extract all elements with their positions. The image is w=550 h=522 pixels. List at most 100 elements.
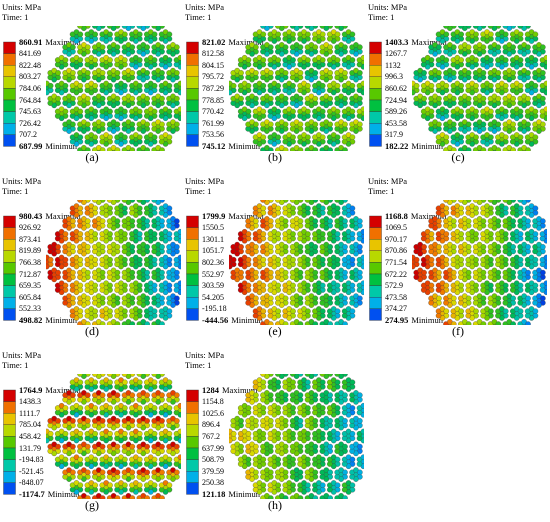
wire	[114, 269, 121, 276]
legend-tick-label: -848.07	[19, 478, 44, 488]
wire	[312, 321, 319, 325]
wire	[260, 134, 267, 140]
wire	[282, 44, 289, 50]
strand	[502, 216, 516, 231]
wire	[260, 231, 267, 237]
wire	[428, 57, 435, 63]
strand	[443, 241, 457, 257]
legend-band	[3, 273, 16, 286]
strand	[341, 106, 356, 121]
wire	[85, 269, 91, 276]
legend-band	[186, 250, 199, 263]
strand	[450, 229, 464, 244]
wire	[465, 95, 472, 102]
wire	[436, 70, 442, 76]
wire	[275, 108, 281, 115]
strand	[144, 306, 158, 321]
wire	[413, 256, 420, 263]
wire	[540, 295, 546, 302]
strand	[158, 254, 173, 270]
strand	[327, 306, 341, 321]
wire	[238, 269, 244, 276]
wire	[305, 231, 311, 237]
strand	[77, 241, 91, 257]
strand	[54, 229, 69, 244]
stress-contour-plot	[412, 26, 547, 151]
strand	[289, 93, 304, 109]
strand	[245, 293, 259, 308]
strand	[136, 67, 150, 83]
strand	[341, 55, 356, 70]
wire	[488, 308, 494, 314]
strand	[487, 67, 502, 83]
wire	[260, 308, 267, 314]
legend-minimum-word: Minimun	[45, 314, 78, 325]
strand	[77, 493, 91, 499]
strand	[495, 254, 509, 270]
strand	[114, 132, 128, 147]
wire	[129, 443, 136, 450]
wire	[502, 134, 509, 140]
wire	[319, 308, 326, 314]
strand	[472, 93, 487, 109]
strand	[304, 93, 319, 109]
wire	[151, 82, 158, 89]
strand	[495, 106, 509, 121]
wire	[144, 469, 150, 476]
legend-tick-label: -194.83	[19, 455, 44, 465]
wire	[525, 121, 531, 128]
wire	[144, 70, 150, 76]
strand	[106, 441, 121, 457]
units-label: Units: MPa	[185, 2, 224, 12]
legend-band	[369, 250, 382, 263]
wire	[451, 44, 457, 50]
strand	[517, 293, 531, 308]
strand	[297, 55, 311, 70]
wire	[312, 147, 319, 151]
strand	[327, 29, 341, 44]
wire	[106, 26, 113, 29]
strand	[356, 55, 364, 70]
strand	[297, 80, 311, 96]
strand	[297, 229, 311, 244]
strand	[502, 93, 516, 109]
strand	[106, 200, 121, 205]
wire	[458, 200, 464, 203]
color-legend: 860.91 Maximum 841.69 822.48 803.27 784.06 764…	[3, 37, 81, 155]
strand	[349, 267, 363, 283]
strand	[166, 293, 180, 308]
strand	[334, 200, 348, 205]
strand	[136, 216, 150, 231]
strand	[69, 454, 84, 469]
strand	[282, 80, 296, 96]
legend-maximum-word: Maximum	[410, 210, 447, 221]
wire	[70, 295, 76, 302]
strand	[435, 55, 450, 70]
wire	[525, 269, 531, 276]
wire	[129, 44, 136, 50]
wire	[421, 269, 427, 276]
wire	[107, 108, 113, 115]
strand	[121, 467, 136, 482]
wire	[305, 256, 311, 263]
wire	[107, 57, 113, 63]
strand	[275, 319, 289, 325]
strand	[435, 29, 450, 44]
strand	[106, 26, 121, 31]
strand	[245, 267, 259, 283]
wire	[360, 55, 364, 61]
strand	[480, 29, 494, 44]
legend-band	[186, 296, 199, 309]
strand	[450, 80, 464, 96]
legend-band	[369, 99, 382, 112]
wire	[46, 89, 50, 96]
wire	[349, 308, 356, 314]
wire	[290, 134, 296, 140]
strand	[136, 293, 150, 308]
legend-band	[3, 308, 16, 321]
wire	[253, 70, 259, 76]
strand	[341, 254, 356, 270]
strand	[517, 42, 531, 57]
wire	[177, 280, 181, 286]
strand	[458, 145, 472, 151]
